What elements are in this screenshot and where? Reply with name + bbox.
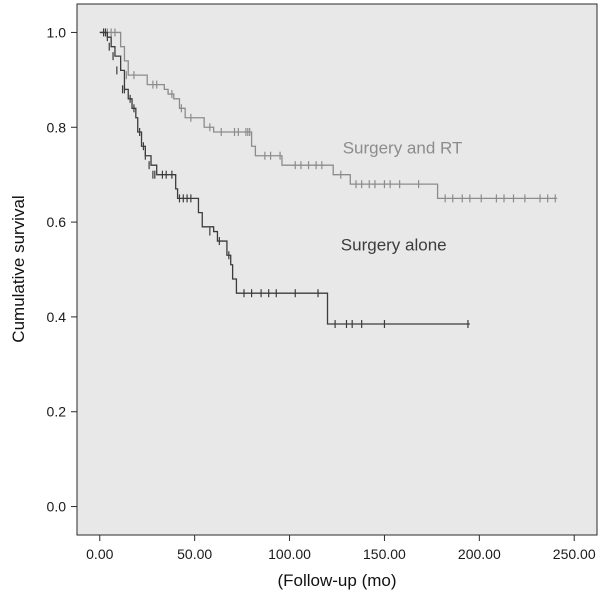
x-tick-label: 50.00: [177, 546, 212, 562]
y-tick-label: 0.8: [47, 119, 67, 135]
y-tick-label: 0.4: [47, 309, 67, 325]
series-surgery-alone: Surgery alone: [99, 28, 470, 329]
series-label: Surgery and RT: [343, 138, 463, 157]
x-tick-label: 250.00: [553, 546, 596, 562]
plot-background: [76, 3, 598, 536]
y-axis-title: Cumulative survival: [9, 195, 28, 342]
y-tick-label: 0.6: [47, 214, 67, 230]
y-tick-label: 0.0: [47, 499, 67, 515]
survival-curve: [99, 31, 558, 200]
series-label: Surgery alone: [341, 236, 447, 255]
x-tick-label: 200.00: [458, 546, 501, 562]
x-tick-label: 100.00: [268, 546, 311, 562]
y-axis: 0.0 0.2 0.4 0.6 0.8 1.0: [47, 24, 77, 515]
y-tick-label: 0.2: [47, 404, 67, 420]
series-layer: Surgery and RT Surgery alone: [99, 28, 558, 329]
x-tick-label: 0.00: [86, 546, 113, 562]
x-tick-label: 150.00: [363, 546, 406, 562]
x-axis: 0.00 50.00 100.00 150.00 200.00 250.00: [86, 535, 596, 562]
series-surgery-and-rt: Surgery and RT: [99, 28, 558, 203]
x-axis-title: (Follow-up (mo): [277, 571, 396, 590]
survival-curve: [99, 31, 470, 325]
y-tick-label: 1.0: [47, 24, 67, 40]
